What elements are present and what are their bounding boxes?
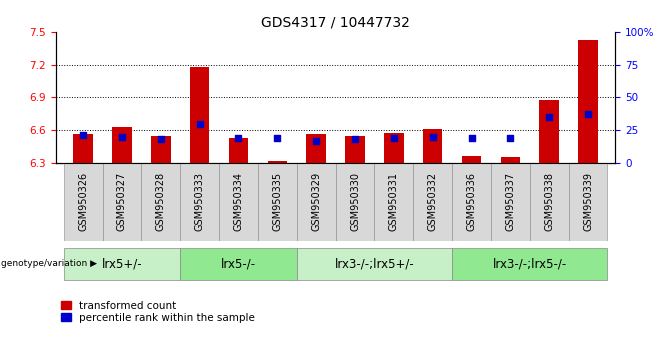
Bar: [268, 161, 287, 163]
Point: [155, 136, 166, 142]
Bar: [540, 99, 559, 163]
Bar: [74, 135, 93, 163]
Text: genotype/variation ▶: genotype/variation ▶: [1, 259, 97, 268]
Bar: [141, 163, 180, 241]
Bar: [345, 136, 365, 163]
Text: GSM950326: GSM950326: [78, 172, 88, 232]
Bar: [336, 163, 374, 241]
Text: GSM950336: GSM950336: [467, 172, 476, 231]
Bar: [180, 163, 219, 241]
Bar: [229, 138, 248, 163]
Text: lrx5+/-: lrx5+/-: [101, 257, 142, 270]
Text: GSM950335: GSM950335: [272, 172, 282, 232]
Bar: [258, 163, 297, 241]
Point: [311, 138, 321, 143]
Bar: [180, 248, 297, 280]
Bar: [384, 133, 403, 163]
Text: lrx3-/-;lrx5-/-: lrx3-/-;lrx5-/-: [493, 257, 567, 270]
Bar: [297, 163, 336, 241]
Legend: transformed count, percentile rank within the sample: transformed count, percentile rank withi…: [61, 301, 255, 323]
Bar: [462, 156, 481, 163]
Title: GDS4317 / 10447732: GDS4317 / 10447732: [261, 15, 410, 29]
Bar: [501, 158, 520, 163]
Point: [194, 121, 205, 126]
Point: [233, 135, 243, 141]
Point: [544, 114, 555, 120]
Point: [505, 135, 516, 141]
Text: GSM950332: GSM950332: [428, 172, 438, 232]
Text: GSM950327: GSM950327: [117, 172, 127, 232]
Bar: [64, 248, 180, 280]
Point: [116, 134, 127, 139]
Bar: [64, 163, 103, 241]
Bar: [413, 163, 452, 241]
Point: [78, 132, 88, 138]
Point: [583, 112, 594, 117]
Bar: [452, 163, 491, 241]
Bar: [151, 136, 170, 163]
Text: GSM950334: GSM950334: [234, 172, 243, 231]
Bar: [113, 127, 132, 163]
Text: GSM950328: GSM950328: [156, 172, 166, 232]
Bar: [578, 40, 597, 163]
Bar: [530, 163, 569, 241]
Text: GSM950338: GSM950338: [544, 172, 554, 231]
Bar: [190, 67, 209, 163]
Text: lrx3-/-;lrx5+/-: lrx3-/-;lrx5+/-: [334, 257, 415, 270]
Text: GSM950331: GSM950331: [389, 172, 399, 231]
Text: GSM950329: GSM950329: [311, 172, 321, 232]
Text: GSM950337: GSM950337: [505, 172, 515, 232]
Point: [350, 136, 361, 142]
Bar: [103, 163, 141, 241]
Bar: [569, 163, 607, 241]
Bar: [452, 248, 607, 280]
Bar: [423, 129, 442, 163]
Point: [467, 135, 477, 141]
Text: lrx5-/-: lrx5-/-: [221, 257, 256, 270]
Text: GSM950339: GSM950339: [583, 172, 593, 231]
Point: [428, 134, 438, 139]
Point: [272, 135, 282, 141]
Text: GSM950330: GSM950330: [350, 172, 360, 231]
Bar: [307, 135, 326, 163]
Bar: [491, 163, 530, 241]
Text: GSM950333: GSM950333: [195, 172, 205, 231]
Bar: [297, 248, 452, 280]
Bar: [219, 163, 258, 241]
Bar: [374, 163, 413, 241]
Point: [389, 135, 399, 141]
